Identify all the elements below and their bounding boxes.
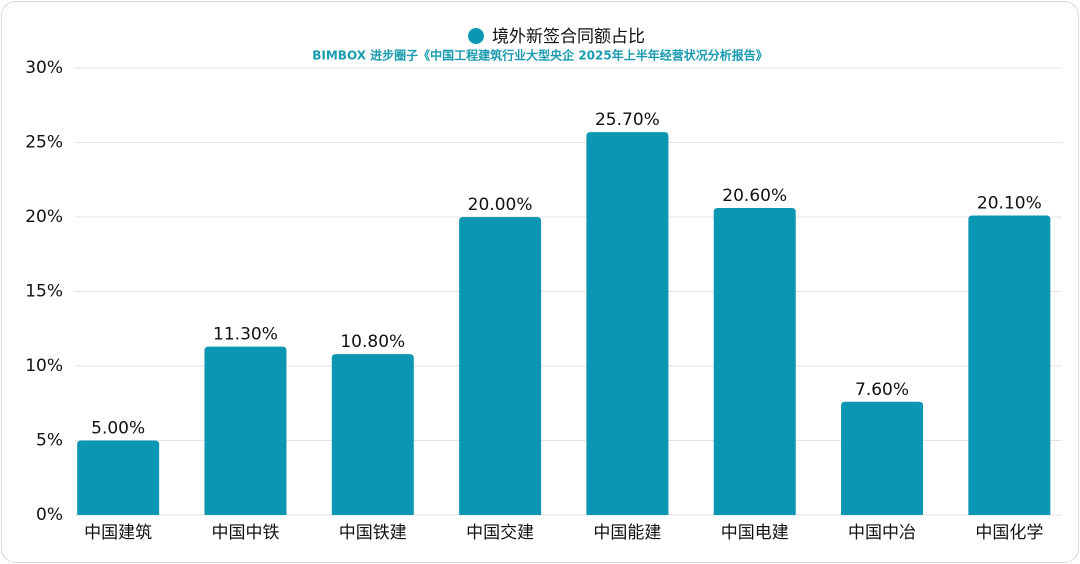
y-tick-label: 20%: [25, 207, 63, 227]
x-tick-label: 中国建筑: [84, 523, 152, 543]
y-tick-label: 5%: [36, 431, 63, 451]
legend-label: 境外新签合同额占比: [492, 27, 645, 47]
x-tick-label: 中国能建: [593, 523, 661, 543]
data-label: 25.70%: [595, 110, 660, 130]
x-tick-label: 中国交建: [466, 523, 534, 543]
chart-subtitle: BIMBOX 进步圈子《中国工程建筑行业大型央企 2025年上半年经营状况分析报…: [312, 48, 767, 63]
bar: [713, 208, 796, 515]
data-label: 5.00%: [91, 419, 145, 439]
bar: [586, 132, 669, 515]
x-tick-label: 中国中铁: [211, 523, 279, 543]
bar: [459, 217, 542, 515]
x-tick-label: 中国化学: [975, 523, 1043, 543]
y-tick-label: 30%: [25, 58, 63, 78]
bar: [968, 215, 1051, 515]
bar: [204, 346, 287, 515]
data-label: 20.10%: [977, 194, 1042, 214]
data-label: 10.80%: [340, 332, 405, 352]
y-tick-label: 25%: [25, 133, 63, 153]
legend-swatch: [468, 28, 484, 44]
data-label: 20.60%: [722, 186, 787, 206]
x-tick-label: 中国铁建: [339, 523, 407, 543]
bar: [331, 354, 414, 515]
data-label: 20.00%: [468, 195, 533, 215]
y-tick-label: 10%: [25, 356, 63, 376]
y-tick-label: 15%: [25, 282, 63, 302]
bar: [841, 401, 924, 515]
data-label: 7.60%: [855, 380, 909, 400]
bar: [77, 440, 160, 515]
y-tick-label: 0%: [36, 505, 63, 525]
data-label: 11.30%: [213, 325, 278, 345]
x-tick-label: 中国电建: [721, 523, 789, 543]
x-tick-label: 中国中冶: [848, 523, 916, 543]
